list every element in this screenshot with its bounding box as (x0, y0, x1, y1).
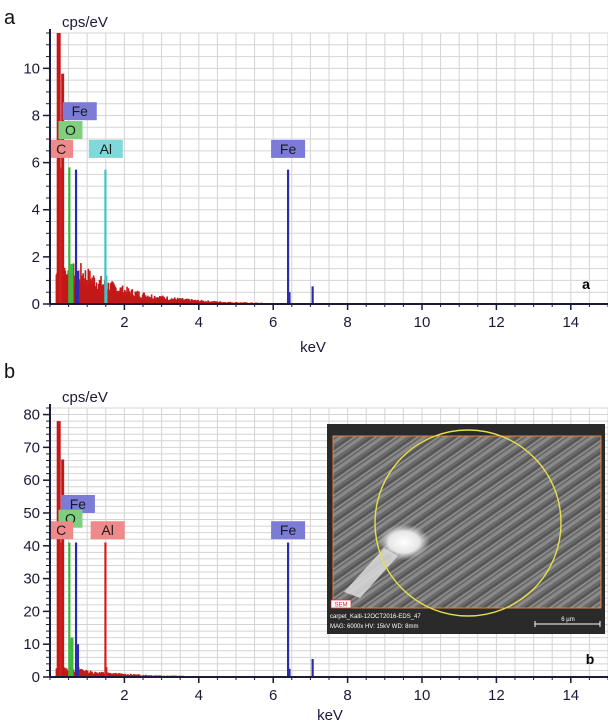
panel-a-grid (49, 32, 608, 305)
spectrum-peak-fe-l (76, 271, 80, 304)
y-tick-label: 60 (23, 472, 40, 489)
panel-b-xlabel: keV (317, 707, 343, 724)
element-tag-fe: Fe (280, 522, 297, 538)
panel-a-xlabel: keV (300, 339, 326, 356)
x-tick-label: 4 (195, 687, 203, 704)
y-tick-label: 4 (32, 202, 40, 219)
panel-b-corner-letter: b (586, 651, 595, 667)
panel-a-ylabel: cps/eV (62, 14, 108, 31)
spectrum-peak-fe-l (76, 644, 80, 677)
spectrum-bar (121, 285, 124, 304)
panel-b-ylabel: cps/eV (62, 389, 108, 406)
element-tag-box-fe (62, 102, 97, 121)
element-tag-fe: Fe (280, 141, 297, 157)
y-tick-label: 20 (23, 603, 40, 620)
element-tag-o: O (65, 122, 76, 138)
panel-a-letter: a (4, 7, 16, 29)
x-tick-label: 6 (269, 314, 277, 331)
element-tag-c: C (56, 141, 66, 157)
x-tick-label: 10 (414, 314, 431, 331)
panel-b-y-ticks: 0 10 20 30 40 50 60 70 80 (23, 407, 50, 686)
element-tag-box-o (58, 121, 83, 140)
spectrum-bar (86, 670, 89, 677)
element-tag-box-fe (60, 494, 95, 513)
element-tag-o: O (65, 511, 76, 527)
panel-a-spectrum (55, 33, 357, 305)
sem-image (332, 435, 602, 609)
x-tick-label: 10 (414, 687, 431, 704)
y-tick-label: 8 (32, 107, 40, 124)
spectrum-peak-c (56, 33, 61, 304)
x-tick-label: 8 (343, 687, 351, 704)
sem-badge: SEM (334, 603, 347, 609)
element-tag-fe: Fe (70, 496, 87, 512)
panel-b-spectrum (55, 421, 357, 677)
x-tick-label: 6 (269, 687, 277, 704)
element-tag-box-fe (271, 521, 306, 540)
spectrum-peak-o (70, 637, 74, 677)
sem-badge-box (330, 599, 352, 609)
y-tick-label: 80 (23, 407, 40, 424)
element-tag-fe: Fe (72, 103, 89, 119)
y-tick-label: 30 (23, 571, 40, 588)
spectrum-peak-fe-ka (288, 668, 291, 677)
y-tick-label: 0 (32, 669, 40, 686)
panel-a: a Fe OC Al Fe 0 2 4 6 8 10 2 4 6 8 10 12 14 cps/eV keV… (4, 7, 608, 356)
y-tick-label: 10 (23, 636, 40, 653)
sem-bright-particle (378, 524, 430, 560)
element-tag-box-al (90, 521, 125, 540)
y-tick-label: 2 (32, 249, 40, 266)
x-tick-label: 8 (343, 314, 351, 331)
spectrum-peak-c (56, 421, 61, 677)
spectrum-peak-c-shoulder (61, 459, 65, 677)
element-tag-box-c (49, 139, 74, 158)
element-tag-al: Al (101, 522, 113, 538)
spectrum-bar (132, 674, 135, 677)
spectrum-peak-c-shoulder (61, 73, 65, 305)
element-tag-box-al (88, 139, 123, 158)
x-tick-label: 2 (120, 314, 128, 331)
x-tick-label: 14 (562, 314, 579, 331)
panel-a-y-ticks: 0 2 4 6 8 10 (23, 32, 50, 313)
x-tick-label: 12 (488, 314, 505, 331)
sem-caption-line2: MAG: 6000x HV: 15kV WD: 8mm (330, 624, 418, 630)
y-tick-label: 6 (32, 155, 40, 172)
spectrum-peak-fe-ka (288, 292, 291, 304)
panel-a-element-tags: Fe OC Al Fe (49, 102, 306, 158)
x-tick-label: 12 (488, 687, 505, 704)
y-tick-label: 50 (23, 505, 40, 522)
sem-inset: SEM carpet_Kaiti-12OCT2016-EDS_47 MAG: 6… (327, 424, 605, 634)
sem-analysis-circle (374, 429, 562, 617)
y-tick-label: 0 (32, 296, 40, 313)
sem-caption-line1: carpet_Kaiti-12OCT2016-EDS_47 (330, 614, 421, 620)
panel-a-corner-letter: a (582, 276, 590, 292)
sem-bright-streak (344, 548, 398, 598)
element-tag-c: C (56, 522, 66, 538)
panel-b-letter: b (4, 361, 15, 383)
x-tick-label: 4 (195, 314, 203, 331)
spectrum-peak-o (70, 263, 74, 304)
sem-scale-label: 6 µm (561, 617, 574, 623)
y-tick-label: 70 (23, 439, 40, 456)
element-tag-box-c (49, 521, 74, 540)
panel-a-element-lines (59, 167, 314, 304)
y-tick-label: 40 (23, 538, 40, 555)
panel-b-x-ticks: 2 4 6 8 10 12 14 (49, 677, 608, 704)
x-tick-label: 2 (120, 687, 128, 704)
element-tag-box-fe (271, 139, 306, 158)
x-tick-label: 14 (562, 687, 579, 704)
panel-b-element-lines (59, 542, 314, 677)
spectrum-bar (85, 669, 87, 677)
y-tick-label: 10 (23, 60, 40, 77)
element-tag-al: Al (100, 141, 112, 157)
panel-a-x-ticks: 2 4 6 8 10 12 14 (49, 304, 608, 331)
